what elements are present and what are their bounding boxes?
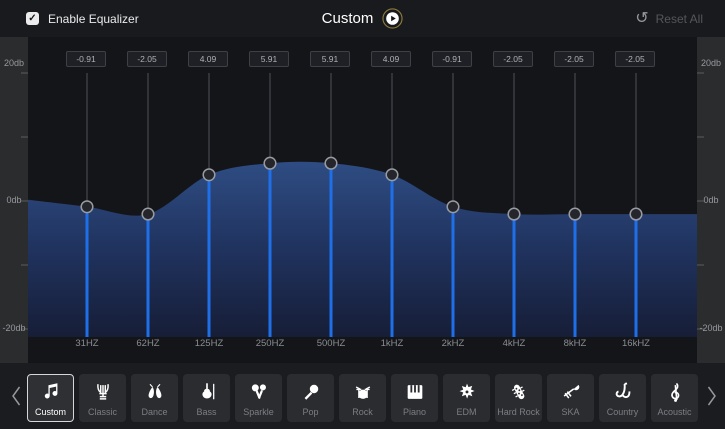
preset-tile-hard-rock[interactable]: Hard Rock [495, 374, 542, 422]
guitar-headstock-icon [508, 379, 530, 405]
band-slider-handle[interactable] [324, 156, 338, 170]
eq-curve-area [28, 161, 697, 337]
treble-clef-icon [664, 379, 686, 405]
preset-list: Custom Classic Dance Bass Sparkle Pop Ro… [27, 374, 698, 422]
preset-tile-acoustic[interactable]: Acoustic [651, 374, 698, 422]
preset-label: Bass [196, 407, 217, 417]
preset-label: EDM [456, 407, 477, 417]
band-value-chip: 4.09 [371, 51, 411, 67]
band-frequency-label: 8kHZ [563, 338, 587, 349]
enable-equalizer-label: Enable Equalizer [48, 11, 139, 26]
band-value-chip: 5.91 [310, 51, 350, 67]
preset-label: Pop [302, 407, 319, 417]
reset-all-label: Reset All [655, 11, 703, 26]
band-value-chip: -2.05 [493, 51, 533, 67]
band-slider-handle[interactable] [202, 168, 216, 182]
preset-label: Piano [402, 407, 427, 417]
band-frequency-label: 4kHZ [502, 338, 526, 349]
preset-label: Dance [141, 407, 168, 417]
drum-kit-icon [352, 379, 374, 405]
preset-label: Country [606, 407, 639, 417]
preset-label: Custom [34, 407, 66, 417]
band-value-chip: 5.91 [249, 51, 289, 67]
eq-render-layer [21, 72, 704, 337]
band-frequency-label: 500HZ [316, 338, 346, 349]
enable-equalizer-checkbox[interactable]: ✓ Enable Equalizer [26, 0, 139, 37]
right-axis-gutter [697, 37, 725, 363]
preset-tile-pop[interactable]: Pop [287, 374, 334, 422]
piano-keys-icon [404, 379, 426, 405]
scroll-right-button[interactable] [706, 385, 718, 407]
trombone-icon [560, 379, 582, 405]
preset-label: Sparkle [243, 407, 274, 417]
preset-tile-ska[interactable]: SKA [547, 374, 594, 422]
band-value-chip: -2.05 [127, 51, 167, 67]
axis-label-neg20db-right: -20db [699, 323, 723, 333]
band-slider-handle[interactable] [629, 207, 643, 221]
play-icon [382, 8, 403, 29]
play-button[interactable] [382, 8, 403, 29]
band-value-chip: -0.91 [432, 51, 472, 67]
chevron-right-icon [707, 386, 716, 406]
band-slider-handle[interactable] [263, 156, 277, 170]
cello-icon [196, 379, 218, 405]
preset-label: Rock [352, 407, 373, 417]
preset-label: SKA [561, 407, 580, 417]
band-frequency-label: 250HZ [255, 338, 285, 349]
band-value-chip: -2.05 [554, 51, 594, 67]
equalizer-svg [21, 72, 704, 337]
band-value-chip: 4.09 [188, 51, 228, 67]
preset-tile-dance[interactable]: Dance [131, 374, 178, 422]
preset-label: Classic [87, 407, 117, 417]
axis-label-0db-left: 0db [6, 195, 22, 205]
equalizer-chart: 20db 0db -20db 20db 0db -20db -0.91 31HZ -… [0, 37, 725, 363]
band-slider-handle[interactable] [568, 207, 582, 221]
band-frequency-label: 1kHZ [380, 338, 404, 349]
preset-tile-classic[interactable]: Classic [79, 374, 126, 422]
band-slider-handle[interactable] [385, 168, 399, 182]
preset-title: Custom [321, 10, 374, 27]
band-slider-handle[interactable] [141, 207, 155, 221]
band-frequency-label: 31HZ [75, 338, 99, 349]
axis-label-neg20db-left: -20db [2, 323, 26, 333]
axis-label-20db-left: 20db [3, 58, 25, 68]
axis-label-20db-right: 20db [700, 58, 722, 68]
preset-bar: Custom Classic Dance Bass Sparkle Pop Ro… [0, 363, 725, 429]
band-frequency-label: 2kHZ [441, 338, 465, 349]
preset-tile-edm[interactable]: EDM [443, 374, 490, 422]
maracas-icon [248, 379, 270, 405]
axis-label-0db-right: 0db [703, 195, 719, 205]
preset-tile-piano[interactable]: Piano [391, 374, 438, 422]
electric-guitar-icon [456, 379, 478, 405]
left-axis-gutter [0, 37, 28, 363]
preset-tile-rock[interactable]: Rock [339, 374, 386, 422]
preset-tile-custom[interactable]: Custom [27, 374, 74, 422]
undo-icon: ↺ [635, 9, 649, 27]
microphone-icon [300, 379, 322, 405]
band-frequency-label: 16kHZ [622, 338, 650, 349]
checkbox-checked-icon[interactable]: ✓ [26, 12, 39, 25]
lyre-icon [92, 379, 114, 405]
band-slider-handle[interactable] [446, 200, 460, 214]
band-value-chip: -0.91 [66, 51, 106, 67]
saxophone-icon [612, 379, 634, 405]
band-frequency-label: 125HZ [194, 338, 224, 349]
music-note-icon [40, 379, 62, 405]
preset-tile-sparkle[interactable]: Sparkle [235, 374, 282, 422]
band-slider-handle[interactable] [507, 207, 521, 221]
preset-tile-bass[interactable]: Bass [183, 374, 230, 422]
top-bar: ✓ Enable Equalizer Custom ↺ Reset All [0, 0, 725, 37]
preset-label: Acoustic [657, 407, 692, 417]
band-slider-handle[interactable] [80, 200, 94, 214]
chevron-left-icon [12, 386, 21, 406]
band-value-chip: -2.05 [615, 51, 655, 67]
band-frequency-label: 62HZ [136, 338, 160, 349]
scroll-left-button[interactable] [10, 385, 22, 407]
reset-all-button[interactable]: ↺ Reset All [635, 0, 703, 37]
ballet-shoes-icon [144, 379, 166, 405]
preset-label: Hard Rock [497, 407, 540, 417]
preset-tile-country[interactable]: Country [599, 374, 646, 422]
